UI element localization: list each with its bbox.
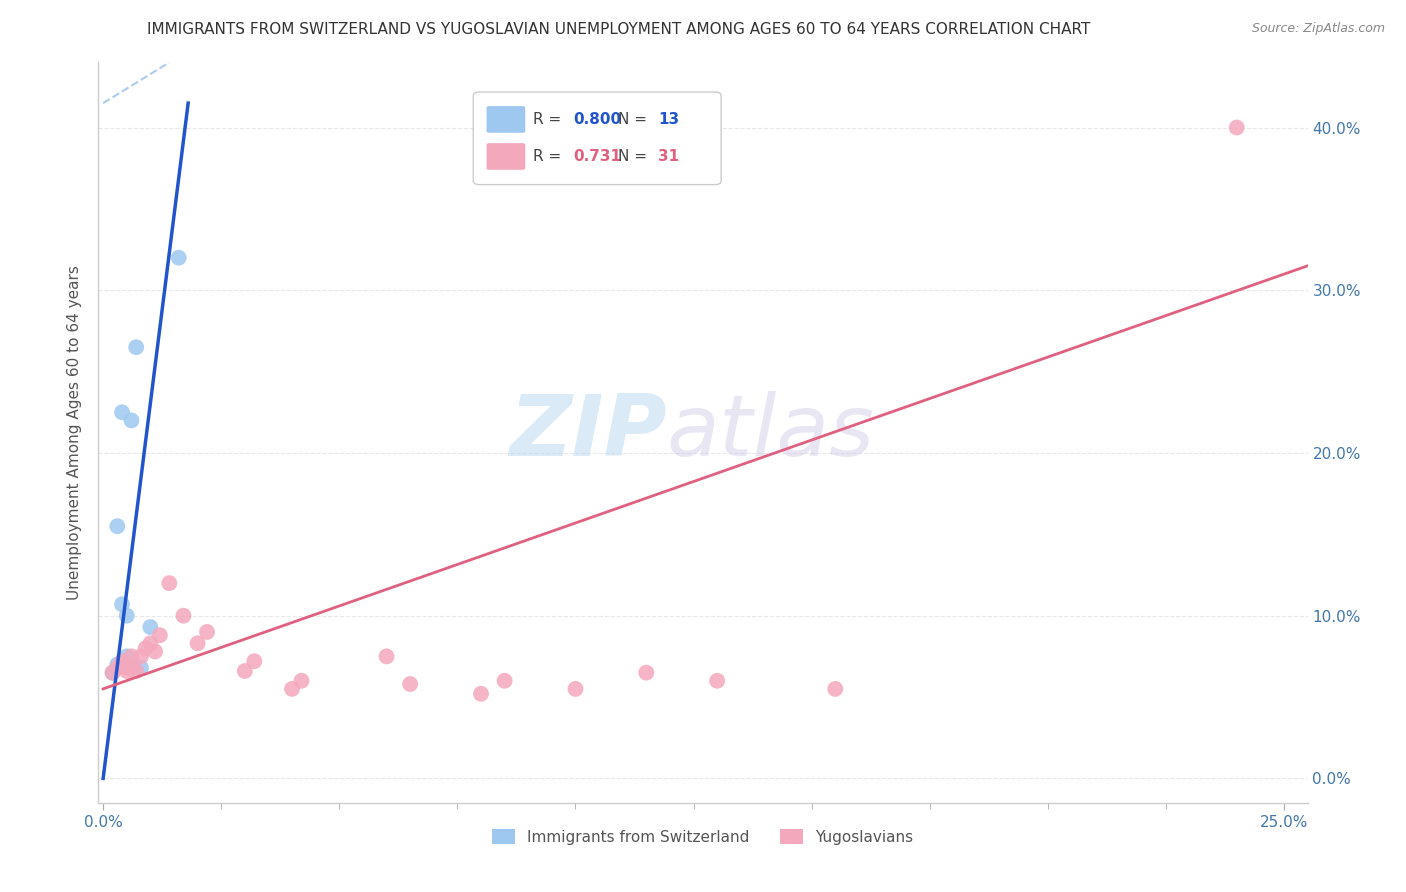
Point — [105, 661, 128, 675]
Point — [101, 665, 124, 680]
Point — [636, 665, 658, 680]
Point — [143, 644, 166, 658]
Point — [125, 340, 148, 354]
Text: 13: 13 — [658, 112, 679, 127]
Point — [111, 597, 134, 611]
Text: Source: ZipAtlas.com: Source: ZipAtlas.com — [1251, 22, 1385, 36]
Point — [121, 661, 143, 675]
Point — [125, 664, 148, 678]
Point — [1226, 120, 1249, 135]
Point — [139, 620, 162, 634]
Point — [105, 519, 128, 533]
Point — [111, 654, 134, 668]
FancyBboxPatch shape — [474, 92, 721, 185]
Text: atlas: atlas — [666, 391, 875, 475]
Point — [149, 628, 172, 642]
Point — [399, 677, 422, 691]
Point — [115, 664, 138, 678]
Point — [706, 673, 728, 688]
Point — [129, 661, 152, 675]
Point — [233, 664, 256, 678]
Point — [172, 608, 194, 623]
Text: 31: 31 — [658, 149, 679, 164]
Point — [111, 657, 134, 672]
Point — [101, 665, 124, 680]
Point — [115, 608, 138, 623]
Point — [121, 413, 143, 427]
Text: R =: R = — [533, 112, 565, 127]
Point — [187, 636, 209, 650]
Point — [111, 405, 134, 419]
Point — [121, 661, 143, 675]
FancyBboxPatch shape — [486, 143, 526, 169]
Point — [375, 649, 398, 664]
Point — [135, 641, 157, 656]
Point — [243, 654, 266, 668]
Text: N =: N = — [619, 112, 652, 127]
Point — [115, 661, 138, 675]
Text: 0.800: 0.800 — [574, 112, 621, 127]
Point — [470, 687, 492, 701]
Text: N =: N = — [619, 149, 652, 164]
FancyBboxPatch shape — [486, 106, 526, 133]
Point — [290, 673, 312, 688]
Point — [121, 649, 143, 664]
Y-axis label: Unemployment Among Ages 60 to 64 years: Unemployment Among Ages 60 to 64 years — [67, 265, 83, 600]
Point — [564, 681, 586, 696]
Legend: Immigrants from Switzerland, Yugoslavians: Immigrants from Switzerland, Yugoslavian… — [486, 822, 920, 851]
Text: ZIP: ZIP — [509, 391, 666, 475]
Text: 0.731: 0.731 — [574, 149, 621, 164]
Point — [494, 673, 516, 688]
Point — [824, 681, 846, 696]
Point — [139, 636, 162, 650]
Point — [195, 624, 218, 639]
Point — [281, 681, 304, 696]
Point — [105, 657, 128, 672]
Point — [157, 576, 180, 591]
Point — [167, 251, 190, 265]
Point — [129, 649, 152, 664]
Point — [115, 649, 138, 664]
Text: IMMIGRANTS FROM SWITZERLAND VS YUGOSLAVIAN UNEMPLOYMENT AMONG AGES 60 TO 64 YEAR: IMMIGRANTS FROM SWITZERLAND VS YUGOSLAVI… — [148, 22, 1090, 37]
Text: R =: R = — [533, 149, 565, 164]
